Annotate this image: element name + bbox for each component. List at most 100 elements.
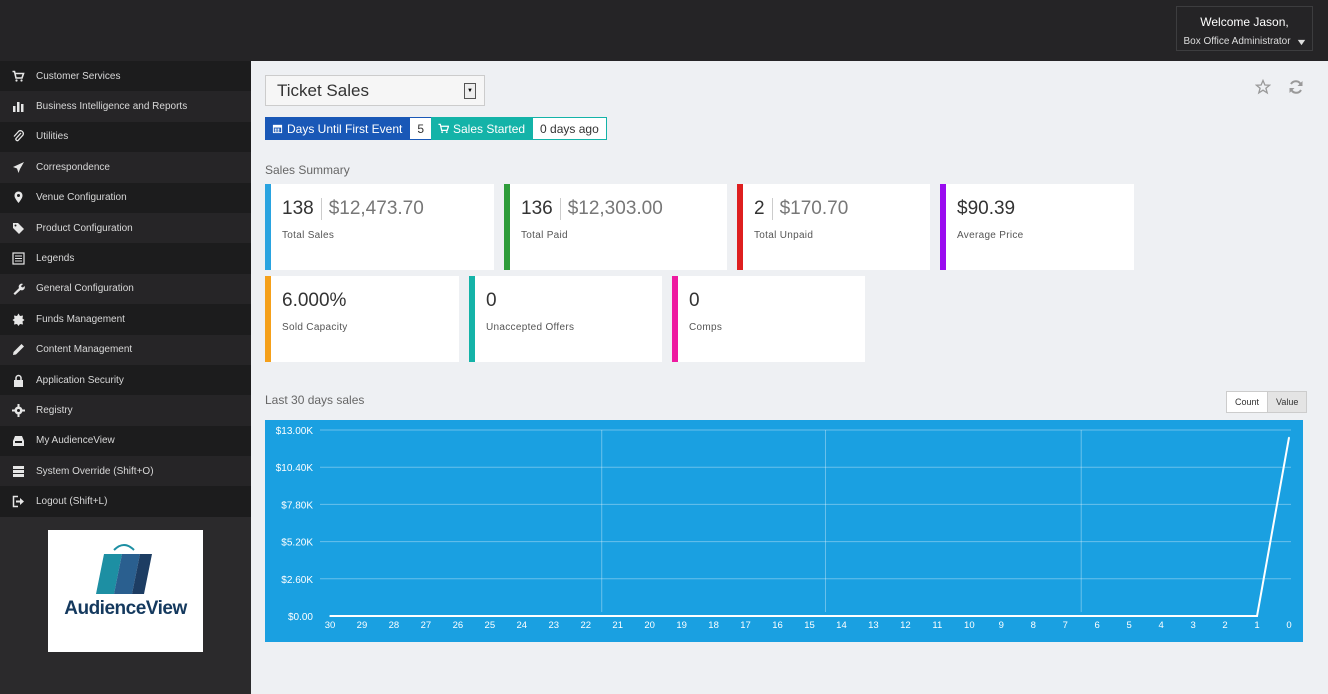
card-count: 0 xyxy=(689,290,700,311)
days-value: 5 xyxy=(409,117,433,140)
x-tick-label: 30 xyxy=(325,620,336,631)
data-point xyxy=(552,615,555,617)
wrench-icon xyxy=(10,282,26,296)
calendar-icon xyxy=(272,124,283,134)
data-point xyxy=(1032,615,1035,617)
logo-text: AudienceView xyxy=(64,598,187,619)
pencil-icon xyxy=(10,343,26,357)
welcome-text: Welcome Jason, xyxy=(1200,15,1289,29)
card-value: $12,303.00 xyxy=(559,198,663,220)
chevron-down-icon[interactable]: ▼ xyxy=(1294,36,1308,47)
x-tick-label: 0 xyxy=(1286,620,1291,631)
star-icon[interactable] xyxy=(1254,78,1272,96)
sidebar-item-funds-management[interactable]: Funds Management xyxy=(0,304,251,335)
card-count: 138 xyxy=(282,198,314,219)
x-tick-label: 23 xyxy=(548,620,559,631)
sidebar-item-application-security[interactable]: Application Security xyxy=(0,364,251,396)
sidebar-item-legends[interactable]: Legends xyxy=(0,243,251,274)
x-tick-label: 20 xyxy=(644,620,655,631)
cart-icon xyxy=(438,123,449,134)
sidebar-item-correspondence[interactable]: Correspondence xyxy=(0,152,251,183)
sales-line-chart: $0.00 $2.60K $5.20K $7.80K $10.40K $13.00K 30 2… xyxy=(265,420,1303,642)
sidebar-nav: Customer Services Business Intelligence a… xyxy=(0,61,251,517)
sidebar-item-label: Venue Configuration xyxy=(36,192,127,204)
data-point xyxy=(425,615,427,617)
data-point xyxy=(521,615,523,617)
summary-card-sold-capacity: 6.000% Sold Capacity xyxy=(265,276,459,362)
card-value: $170.70 xyxy=(771,198,848,220)
chart-title: Last 30 days sales xyxy=(265,393,365,407)
x-tick-label: 29 xyxy=(357,620,368,631)
main-content: Ticket Sales ▼ Days Until First Event 5 … xyxy=(251,61,1328,694)
data-point xyxy=(1160,615,1162,617)
x-tick-label: 11 xyxy=(932,620,942,631)
sidebar-item-my-audienceview[interactable]: My AudienceView xyxy=(0,425,251,457)
data-point xyxy=(1256,615,1258,617)
audienceview-logo: AudienceView xyxy=(48,530,203,652)
sidebar-item-label: Content Management xyxy=(36,344,133,356)
x-tick-label: 14 xyxy=(836,620,847,631)
sidebar-item-label: Utilities xyxy=(36,131,69,143)
cart-icon xyxy=(10,69,26,83)
sidebar-item-general-configuration[interactable]: General Configuration xyxy=(0,273,251,305)
data-point xyxy=(1000,615,1003,617)
data-point xyxy=(1096,615,1098,617)
x-tick-label: 19 xyxy=(676,620,687,631)
sidebar-item-system-override-shift-o[interactable]: System Override (Shift+O) xyxy=(0,456,251,487)
gear-icon xyxy=(10,403,26,417)
x-tick-label: 27 xyxy=(421,620,432,631)
bar-chart-icon xyxy=(10,100,26,114)
summary-card-unaccepted-offers: 0 Unaccepted Offers xyxy=(469,276,662,362)
data-point xyxy=(1128,615,1130,617)
started-label: Sales Started xyxy=(453,121,526,136)
summary-card-total-sales: 138 $12,473.70 Total Sales xyxy=(265,184,494,270)
report-select[interactable]: Ticket Sales ▼ xyxy=(265,75,485,106)
tags-icon xyxy=(10,221,26,235)
sidebar-item-label: System Override (Shift+O) xyxy=(36,465,154,477)
card-label: Average Price xyxy=(957,230,1024,241)
sidebar-item-label: Business Intelligence and Reports xyxy=(36,101,188,113)
x-tick-label: 1 xyxy=(1254,620,1259,631)
sidebar-item-venue-configuration[interactable]: Venue Configuration xyxy=(0,182,251,213)
refresh-icon[interactable] xyxy=(1287,78,1305,96)
y-tick-label: $10.40K xyxy=(276,463,314,474)
x-tick-label: 15 xyxy=(804,620,815,631)
x-tick-label: 17 xyxy=(740,620,751,631)
data-point xyxy=(712,615,715,617)
sidebar-item-content-management[interactable]: Content Management xyxy=(0,334,251,365)
logout-icon xyxy=(10,495,26,509)
dropdown-arrow-icon[interactable]: ▼ xyxy=(464,83,476,99)
x-tick-label: 6 xyxy=(1095,620,1100,631)
card-count: 136 xyxy=(521,198,553,219)
card-label: Total Paid xyxy=(521,230,568,241)
user-role: Box Office Administrator xyxy=(1183,36,1291,47)
sidebar-item-customer-services[interactable]: Customer Services xyxy=(0,61,251,92)
map-marker-icon xyxy=(10,191,26,205)
card-label: Unaccepted Offers xyxy=(486,322,575,333)
data-point xyxy=(1288,436,1290,439)
sales-started-pill: Sales Started 0 days ago xyxy=(431,117,607,140)
x-tick-label: 3 xyxy=(1190,620,1195,631)
data-point xyxy=(584,615,587,617)
sidebar-item-business-intelligence-and-reports[interactable]: Business Intelligence and Reports xyxy=(0,91,251,122)
sales-summary-title: Sales Summary xyxy=(265,163,350,177)
x-tick-label: 13 xyxy=(868,620,879,631)
value-toggle-button[interactable]: Value xyxy=(1267,392,1307,412)
x-tick-label: 24 xyxy=(517,620,528,631)
days-label: Days Until First Event xyxy=(287,121,403,136)
user-menu[interactable]: Welcome Jason, Box Office Administrator … xyxy=(1176,6,1313,51)
server-icon xyxy=(10,464,26,478)
chart-mode-toggle: Count Value xyxy=(1226,391,1308,413)
sidebar-item-label: Correspondence xyxy=(36,161,110,173)
sidebar-item-logout-shift-l[interactable]: Logout (Shift+L) xyxy=(0,486,251,517)
count-toggle-button[interactable]: Count xyxy=(1227,392,1268,412)
x-tick-label: 25 xyxy=(485,620,496,631)
x-tick-label: 4 xyxy=(1158,620,1163,631)
sidebar-item-registry[interactable]: Registry xyxy=(0,395,251,426)
sidebar-item-utilities[interactable]: Utilities xyxy=(0,121,251,153)
data-point xyxy=(329,615,331,617)
sidebar-item-product-configuration[interactable]: Product Configuration xyxy=(0,212,251,244)
card-value: $12,473.70 xyxy=(320,198,424,220)
x-tick-label: 18 xyxy=(708,620,719,631)
